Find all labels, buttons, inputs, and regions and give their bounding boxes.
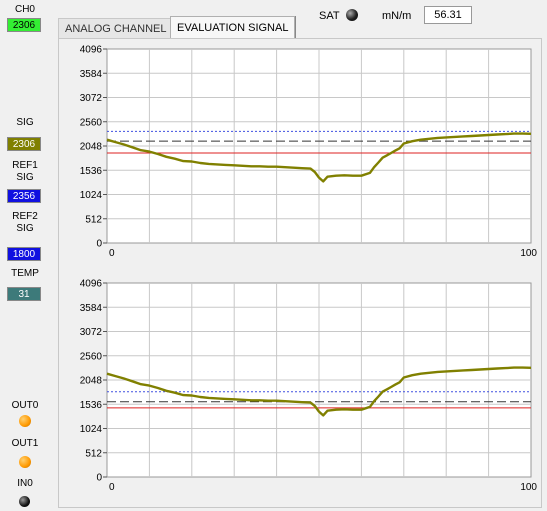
x-tick-label: 100 [520,482,537,493]
unit-label: mN/m [382,10,412,22]
y-tick-label: 1536 [80,400,103,411]
y-tick-label: 2560 [80,117,103,128]
y-tick-label: 2048 [80,376,103,387]
y-tick-label: 3072 [80,93,103,104]
ref1-label-line1: REF1 [12,160,38,171]
y-tick-label: 0 [96,473,102,484]
y-tick-label: 2560 [80,351,103,362]
sat-label: SAT [319,10,340,22]
ref1-value: 2356 [7,189,41,203]
signal-series-line [106,366,532,417]
unit-value-field: 56.31 [424,6,472,24]
y-tick-label: 1024 [80,190,103,201]
ref1-label-line2: SIG [16,172,34,183]
y-tick-label: 4096 [80,45,103,56]
out1-led-icon [19,456,31,468]
temp-value: 31 [7,287,41,301]
tab-analog-channel[interactable]: ANALOG CHANNEL [58,18,174,38]
in0-label: IN0 [17,478,33,489]
y-tick-label: 1024 [80,424,103,435]
y-tick-label: 3072 [80,327,103,338]
top-signal-chart: 0 512 1024 1536 2048 2560 3072 3584 4096 0 100 [80,45,538,260]
sat-led-icon [346,9,358,21]
out1-label: OUT1 [11,438,39,449]
y-tick-label: 0 [96,239,102,250]
y-tick-label: 2048 [80,142,103,153]
y-tick-label: 3584 [80,69,103,80]
tab-evaluation-signal[interactable]: EVALUATION SIGNAL [170,16,296,38]
y-tick-label: 1536 [80,166,103,177]
x-tick-label: 100 [520,248,537,259]
ch0-value: 2306 [7,18,41,32]
sig-value: 2306 [7,137,41,151]
in0-led-icon [19,496,30,507]
y-tick-label: 4096 [80,279,103,290]
ref2-value: 1800 [7,247,41,261]
ref2-label-line2: SIG [16,223,34,234]
y-tick-label: 3584 [80,303,103,314]
x-tick-label: 0 [109,248,115,259]
ref2-label-line1: REF2 [12,211,38,222]
y-tick-label: 512 [85,214,102,225]
out0-led-icon [19,415,31,427]
temp-label: TEMP [11,268,39,279]
out0-label: OUT0 [11,400,39,411]
evaluation-panel: 0 512 1024 1536 2048 2560 3072 3584 4096 0 100 0 51… [58,38,542,508]
y-tick-label: 512 [85,448,102,459]
sig-label: SIG [16,117,34,128]
signal-series-line [106,132,532,183]
ch0-label: CH0 [14,4,35,15]
bottom-signal-chart: 0 512 1024 1536 2048 2560 3072 3584 4096 0 100 [80,279,538,494]
x-tick-label: 0 [109,482,115,493]
